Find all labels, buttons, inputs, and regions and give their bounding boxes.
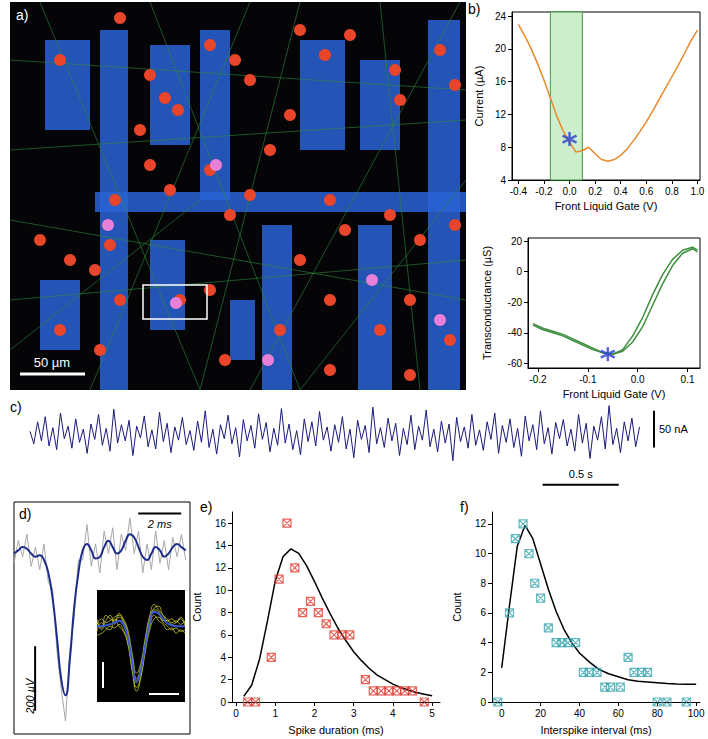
svg-text:b): b)	[468, 1, 480, 17]
svg-text:0.2: 0.2	[588, 186, 602, 197]
svg-text:Count: Count	[451, 592, 463, 621]
svg-text:0: 0	[220, 697, 226, 708]
svg-text:-0.4: -0.4	[510, 186, 528, 197]
svg-text:-60: -60	[508, 358, 523, 369]
svg-text:24: 24	[495, 11, 507, 22]
svg-text:2 ms: 2 ms	[147, 518, 172, 530]
svg-text:6: 6	[220, 629, 226, 640]
svg-text:50 µm: 50 µm	[34, 355, 70, 370]
svg-text:20: 20	[495, 43, 507, 54]
svg-text:0: 0	[480, 697, 486, 708]
svg-text:0.8: 0.8	[665, 186, 679, 197]
svg-text:8: 8	[500, 142, 506, 153]
svg-text:-20: -20	[508, 297, 523, 308]
svg-text:14: 14	[215, 540, 227, 551]
svg-text:2: 2	[220, 674, 226, 685]
svg-text:80: 80	[652, 708, 664, 719]
svg-text:12: 12	[215, 562, 227, 573]
svg-text:-0.1: -0.1	[579, 374, 597, 385]
svg-text:8: 8	[480, 578, 486, 589]
svg-text:d): d)	[19, 506, 31, 522]
svg-text:4: 4	[500, 175, 506, 186]
svg-text:Spike duration (ms): Spike duration (ms)	[288, 724, 383, 736]
svg-text:c): c)	[10, 399, 22, 415]
svg-text:0.6: 0.6	[639, 186, 653, 197]
svg-text:50 nA: 50 nA	[659, 423, 688, 435]
svg-text:4: 4	[480, 637, 486, 648]
svg-text:3: 3	[351, 708, 357, 719]
svg-text:12: 12	[495, 109, 507, 120]
svg-text:200 µV: 200 µV	[24, 677, 36, 715]
svg-text:0.0: 0.0	[631, 374, 645, 385]
svg-text:1: 1	[272, 708, 278, 719]
svg-text:20: 20	[535, 708, 547, 719]
svg-text:2: 2	[480, 667, 486, 678]
svg-text:8: 8	[220, 607, 226, 618]
svg-text:-0.2: -0.2	[535, 186, 553, 197]
svg-text:f): f)	[460, 499, 469, 515]
svg-text:a): a)	[16, 7, 28, 23]
svg-text:0: 0	[233, 708, 239, 719]
svg-text:0.5 s: 0.5 s	[569, 468, 593, 480]
svg-text:e): e)	[200, 499, 212, 515]
svg-text:16: 16	[495, 76, 507, 87]
svg-text:Interspike interval (ms): Interspike interval (ms)	[540, 724, 651, 736]
svg-text:10: 10	[215, 585, 227, 596]
svg-text:Count: Count	[191, 592, 203, 621]
svg-text:20: 20	[511, 236, 523, 247]
svg-text:40: 40	[574, 708, 586, 719]
svg-text:-40: -40	[508, 327, 523, 338]
svg-text:0.1: 0.1	[681, 374, 695, 385]
svg-text:2: 2	[312, 708, 318, 719]
svg-text:4: 4	[220, 652, 226, 663]
svg-text:0: 0	[516, 266, 522, 277]
svg-text:60: 60	[613, 708, 625, 719]
svg-text:5: 5	[429, 708, 435, 719]
svg-text:0.0: 0.0	[563, 186, 577, 197]
svg-text:6: 6	[480, 607, 486, 618]
svg-text:10: 10	[475, 548, 487, 559]
svg-text:100: 100	[688, 708, 705, 719]
svg-text:Current (µA): Current (µA)	[473, 66, 485, 127]
svg-text:Transconductance (µS): Transconductance (µS)	[481, 246, 493, 360]
svg-text:Front Liquid Gate (V): Front Liquid Gate (V)	[563, 388, 666, 400]
svg-text:16: 16	[215, 518, 227, 529]
svg-text:Front Liquid Gate (V): Front Liquid Gate (V)	[555, 200, 658, 212]
svg-text:0: 0	[499, 708, 505, 719]
svg-text:4: 4	[390, 708, 396, 719]
svg-text:0.4: 0.4	[614, 186, 628, 197]
svg-text:12: 12	[475, 518, 487, 529]
svg-text:-0.2: -0.2	[529, 374, 547, 385]
svg-text:1.0: 1.0	[690, 186, 704, 197]
